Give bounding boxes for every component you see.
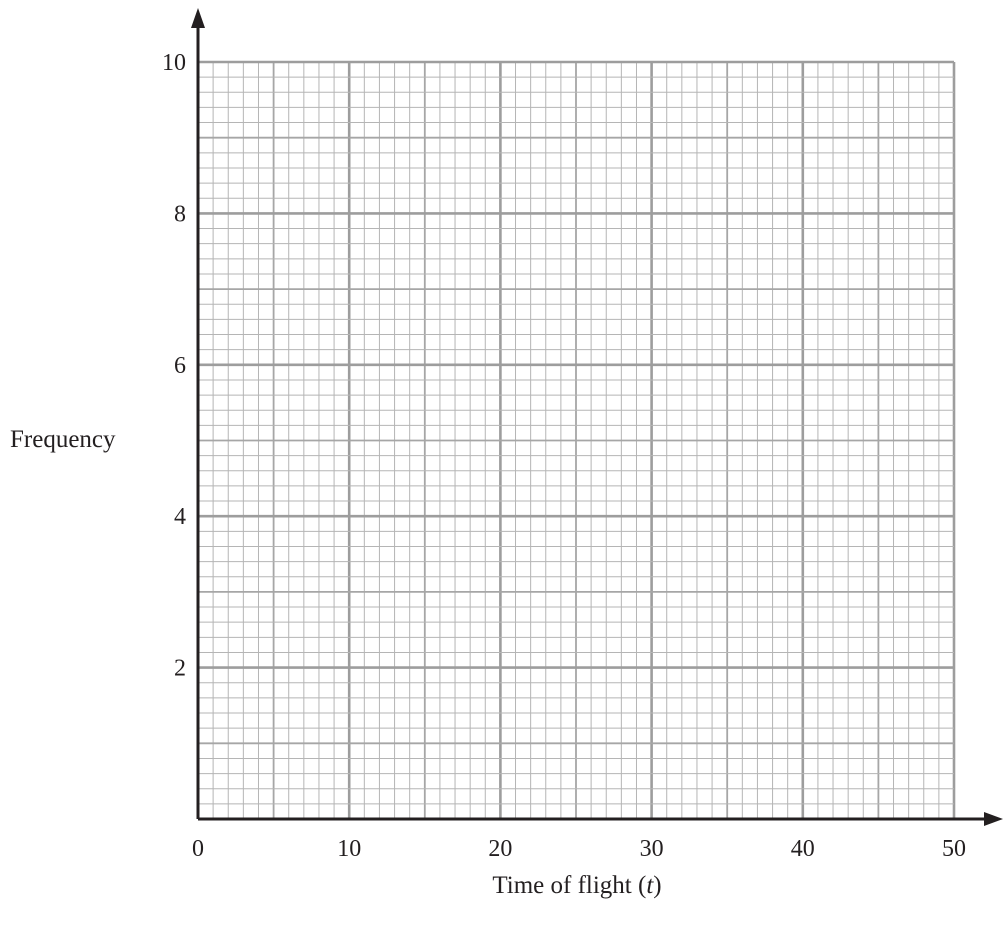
y-tick-labels: 2 4 6 8 10 [162, 50, 186, 682]
x-axis-arrow-icon [984, 812, 1003, 826]
x-tick-label: 40 [791, 836, 815, 862]
x-axis-label-end: ) [653, 872, 661, 899]
y-tick-label: 4 [174, 504, 186, 530]
axes [191, 8, 1003, 826]
x-axis-label-variable: t [646, 872, 654, 899]
x-tick-label: 50 [942, 836, 966, 862]
x-axis-label: Time of flight (t) [492, 872, 661, 899]
x-tick-labels: 0 10 20 30 40 50 [192, 836, 966, 862]
x-axis-label-main: Time of flight ( [492, 872, 646, 899]
x-tick-label: 30 [640, 836, 664, 862]
x-tick-label: 20 [488, 836, 512, 862]
y-tick-label: 10 [162, 50, 186, 76]
graph-paper-grid [196, 60, 956, 821]
y-tick-label: 6 [174, 353, 186, 379]
y-axis-arrow-icon [191, 8, 205, 28]
y-tick-label: 2 [174, 656, 186, 682]
x-tick-label: 10 [337, 836, 361, 862]
y-tick-label: 8 [174, 201, 186, 227]
y-axis-label: Frequency [10, 426, 116, 453]
x-tick-label: 0 [192, 836, 204, 862]
